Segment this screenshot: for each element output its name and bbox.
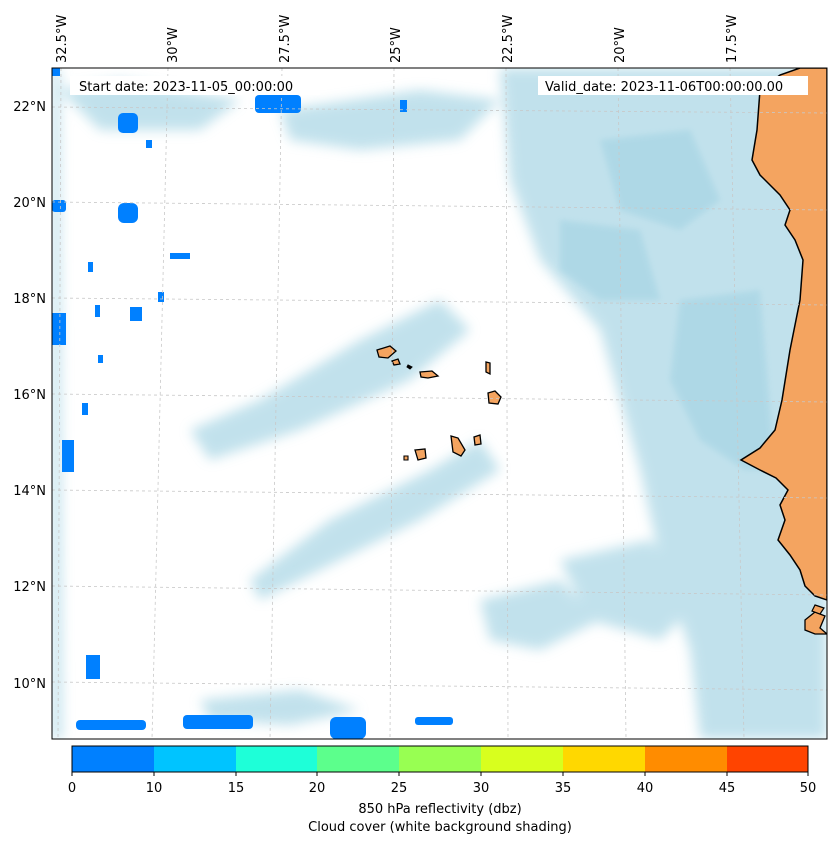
- colorbar-title: 850 hPa reflectivity (dbz): [358, 802, 521, 817]
- colorbar: 0 10 15 20 25 30 35 40 45 50 5 850 hPa r…: [68, 745, 816, 835]
- lat-label-10n: 10°N: [13, 677, 46, 692]
- valid-date-box: [538, 76, 808, 95]
- valid-date-label: Valid_date: 2023-11-06T00:00:00.00: [545, 80, 783, 95]
- colorbar-tick-label: 45: [719, 781, 736, 796]
- island-santiago: [450, 435, 466, 457]
- colorbar-segment-1: [154, 746, 236, 772]
- african-coast: [739, 68, 827, 635]
- colorbar-tick-labels: 0 10 15 20 25 30 35 40 45 50: [68, 781, 816, 796]
- colorbar-segment-4: [399, 746, 481, 772]
- lat-label-14n: 14°N: [13, 484, 46, 499]
- lon-label-32-5w: 32.5°W: [55, 15, 70, 63]
- island-boa-vista: [487, 390, 502, 405]
- colorbar-segment-8: [727, 746, 808, 772]
- lat-label-18n: 18°N: [13, 292, 46, 307]
- lat-label-22n: 22°N: [13, 100, 46, 115]
- colorbar-tick-label: 0: [68, 781, 76, 796]
- colorbar-tick-label: 15: [228, 781, 245, 796]
- colorbar-ticks: [71, 772, 809, 776]
- colorbar-tick-label: 10: [146, 781, 163, 796]
- colorbar-segment-7: [645, 746, 727, 772]
- colorbar-tick-label: 30: [473, 781, 490, 796]
- lon-label-25w: 25°W: [389, 27, 404, 63]
- gridlines: [52, 68, 827, 739]
- island-sao-nicolau: [419, 370, 440, 379]
- dense-cloud: [560, 130, 775, 470]
- lon-label-27-5w: 27.5°W: [278, 15, 293, 63]
- colorbar-tick-label: 50: [800, 781, 817, 796]
- island-sao-vicente: [391, 358, 401, 366]
- island-maio: [473, 434, 482, 446]
- lon-label-30w: 30°W: [166, 27, 181, 63]
- colorbar-segment-3: [317, 746, 399, 772]
- island-fogo: [414, 448, 427, 461]
- reflectivity-cells: [52, 68, 453, 739]
- colorbar-segment-6: [563, 746, 645, 772]
- start-date-box: [70, 76, 320, 95]
- colorbar-segment-5: [481, 746, 563, 772]
- island-sal: [485, 361, 491, 376]
- colorbar-subtitle: Cloud cover (white background shading): [308, 820, 572, 835]
- colorbar-frame: [71, 745, 809, 773]
- lon-label-17-5w: 17.5°W: [725, 15, 740, 63]
- lat-label-16n: 16°N: [13, 388, 46, 403]
- colorbar-tick-label: 25: [391, 781, 408, 796]
- map-frame: [51, 67, 828, 740]
- colorbar-tick-label: 35: [555, 781, 572, 796]
- lat-label-20n: 20°N: [13, 196, 46, 211]
- start-date-label: Start date: 2023-11-05_00:00:00: [79, 80, 293, 95]
- island-santo-antao: [376, 345, 398, 359]
- colorbar-tick-label-hidden: 5: [106, 781, 114, 796]
- lat-label-12n: 12°N: [13, 580, 46, 595]
- map-area: [52, 68, 827, 739]
- island-brava: [403, 455, 409, 461]
- colorbar-segment-2: [236, 746, 317, 772]
- latitude-labels: 22°N 20°N 18°N 16°N 14°N 12°N 10°N: [13, 100, 46, 692]
- island-santa-luzia: [406, 364, 413, 370]
- colorbar-segment-0: [72, 746, 154, 772]
- colorbar-tick-label: 20: [309, 781, 326, 796]
- lon-label-20w: 20°W: [613, 27, 628, 63]
- lon-label-22-5w: 22.5°W: [501, 15, 516, 63]
- colorbar-tick-label: 40: [637, 781, 654, 796]
- cape-verde-islands: [376, 345, 502, 461]
- longitude-labels: 32.5°W 30°W 27.5°W 25°W 22.5°W 20°W 17.5…: [55, 15, 740, 63]
